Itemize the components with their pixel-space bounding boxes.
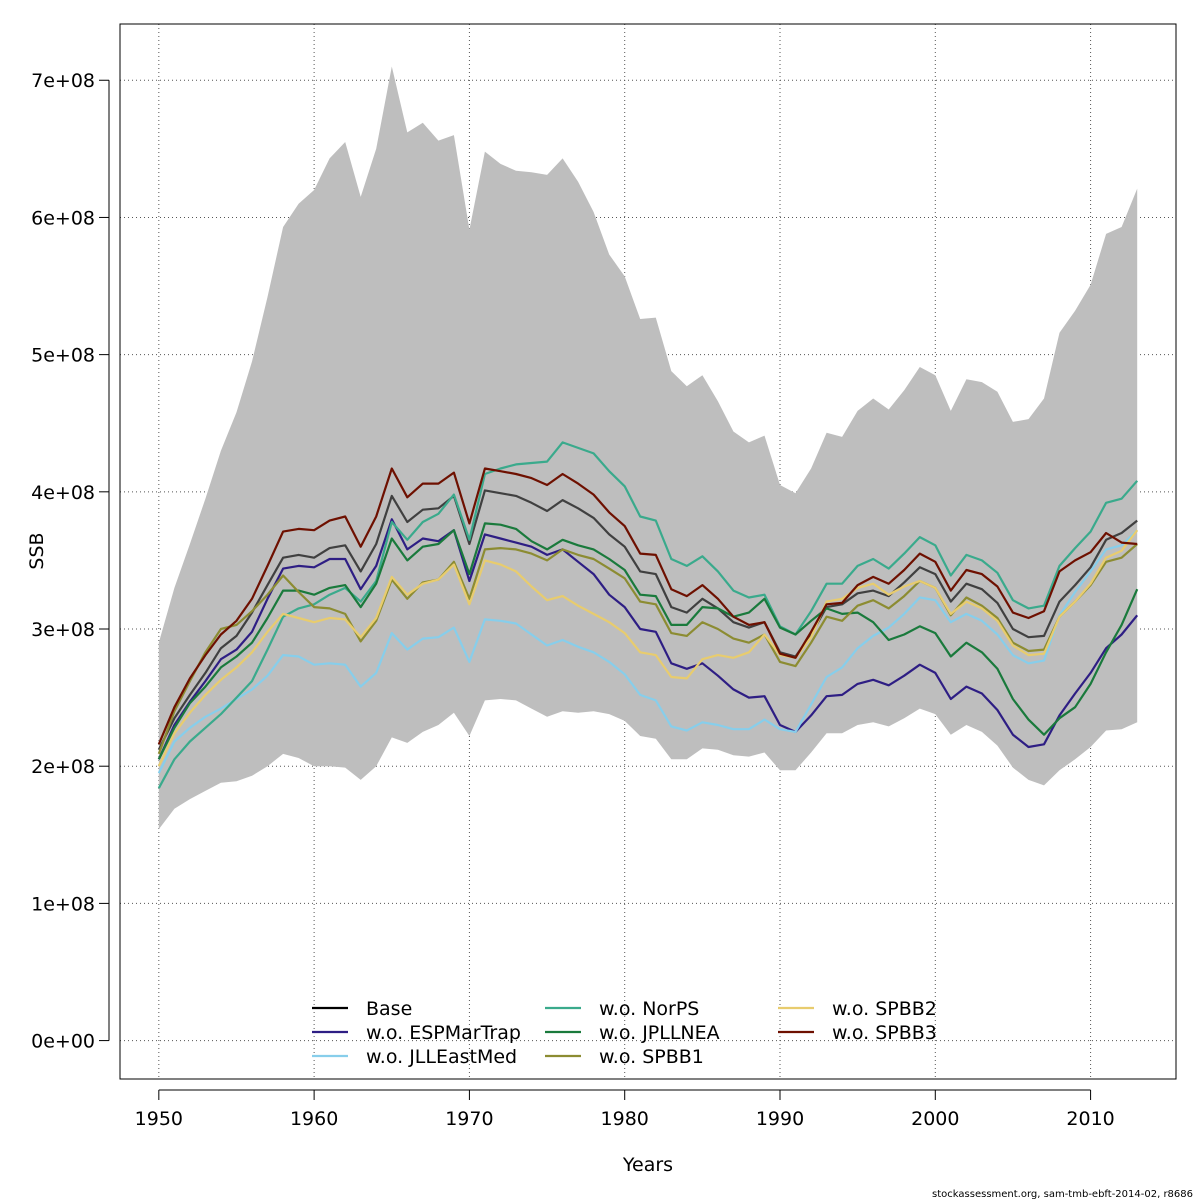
x-axis-title: Years (622, 1154, 673, 1176)
legend-item: Base (312, 998, 412, 1020)
y-axis: 0e+00 1e+08 2e+08 3e+08 4e+08 5e+08 6e+08 7e+08 (31, 70, 110, 1053)
legend-label: w.o. SPBB1 (599, 1046, 704, 1068)
legend-label: w.o. ESPMarTrap (366, 1022, 521, 1044)
y-tick-label: 3e+08 (31, 619, 95, 641)
footer-credit: stockassessment.org, sam-tmb-ebft-2014-0… (932, 1189, 1193, 1200)
series-line-w-o-jlleastmed (157, 529, 1138, 774)
x-tick-label: 1980 (601, 1108, 649, 1130)
series-line-w-o-norps (157, 441, 1139, 789)
series-line-w-o-espmartrap (157, 518, 1139, 760)
x-tick-label: 2000 (911, 1108, 959, 1130)
legend-item: w.o. NorPS (545, 998, 699, 1020)
legend-item: w.o. SPBB3 (778, 1022, 937, 1044)
x-tick-label: 1960 (290, 1108, 338, 1130)
y-tick-label: 7e+08 (31, 70, 95, 92)
confidence-band (158, 66, 1138, 830)
y-tick-label: 0e+00 (31, 1031, 95, 1053)
y-tick-label: 6e+08 (31, 207, 95, 229)
legend-label: w.o. JLLEastMed (366, 1046, 517, 1068)
series-line-base (157, 489, 1138, 751)
x-axis: 1950 1960 1970 1980 1990 2000 2010 (135, 1089, 1115, 1130)
legend-item: w.o. ESPMarTrap (312, 1022, 521, 1044)
series-line-w-o-spbb2 (157, 529, 1139, 767)
x-tick-label: 1970 (445, 1108, 493, 1130)
series-line-w-o-spbb1 (157, 543, 1138, 755)
legend-item: w.o. SPBB2 (778, 998, 937, 1020)
legend-label: w.o. SPBB3 (832, 1022, 937, 1044)
legend-label: Base (366, 998, 412, 1020)
x-tick-label: 1950 (135, 1108, 183, 1130)
series-line-w-o-spbb3 (157, 467, 1138, 745)
legend-label: w.o. NorPS (599, 998, 699, 1020)
y-axis-title: SSB (26, 532, 48, 569)
x-tick-label: 1990 (756, 1108, 804, 1130)
series-line-w-o-jpllnea (157, 522, 1139, 760)
y-tick-label: 1e+08 (31, 893, 95, 915)
legend-item: w.o. JLLEastMed (312, 1046, 517, 1068)
y-tick-label: 2e+08 (31, 756, 95, 778)
legend-item: w.o. SPBB1 (545, 1046, 704, 1068)
legend-label: w.o. JPLLNEA (599, 1022, 720, 1044)
series-lines (157, 441, 1139, 789)
x-tick-label: 2010 (1066, 1108, 1114, 1130)
legend-item: w.o. JPLLNEA (545, 1022, 720, 1044)
plot-frame (119, 23, 1177, 1080)
y-tick-label: 5e+08 (31, 345, 95, 367)
legend-label: w.o. SPBB2 (832, 998, 937, 1020)
y-tick-label: 4e+08 (31, 482, 95, 504)
